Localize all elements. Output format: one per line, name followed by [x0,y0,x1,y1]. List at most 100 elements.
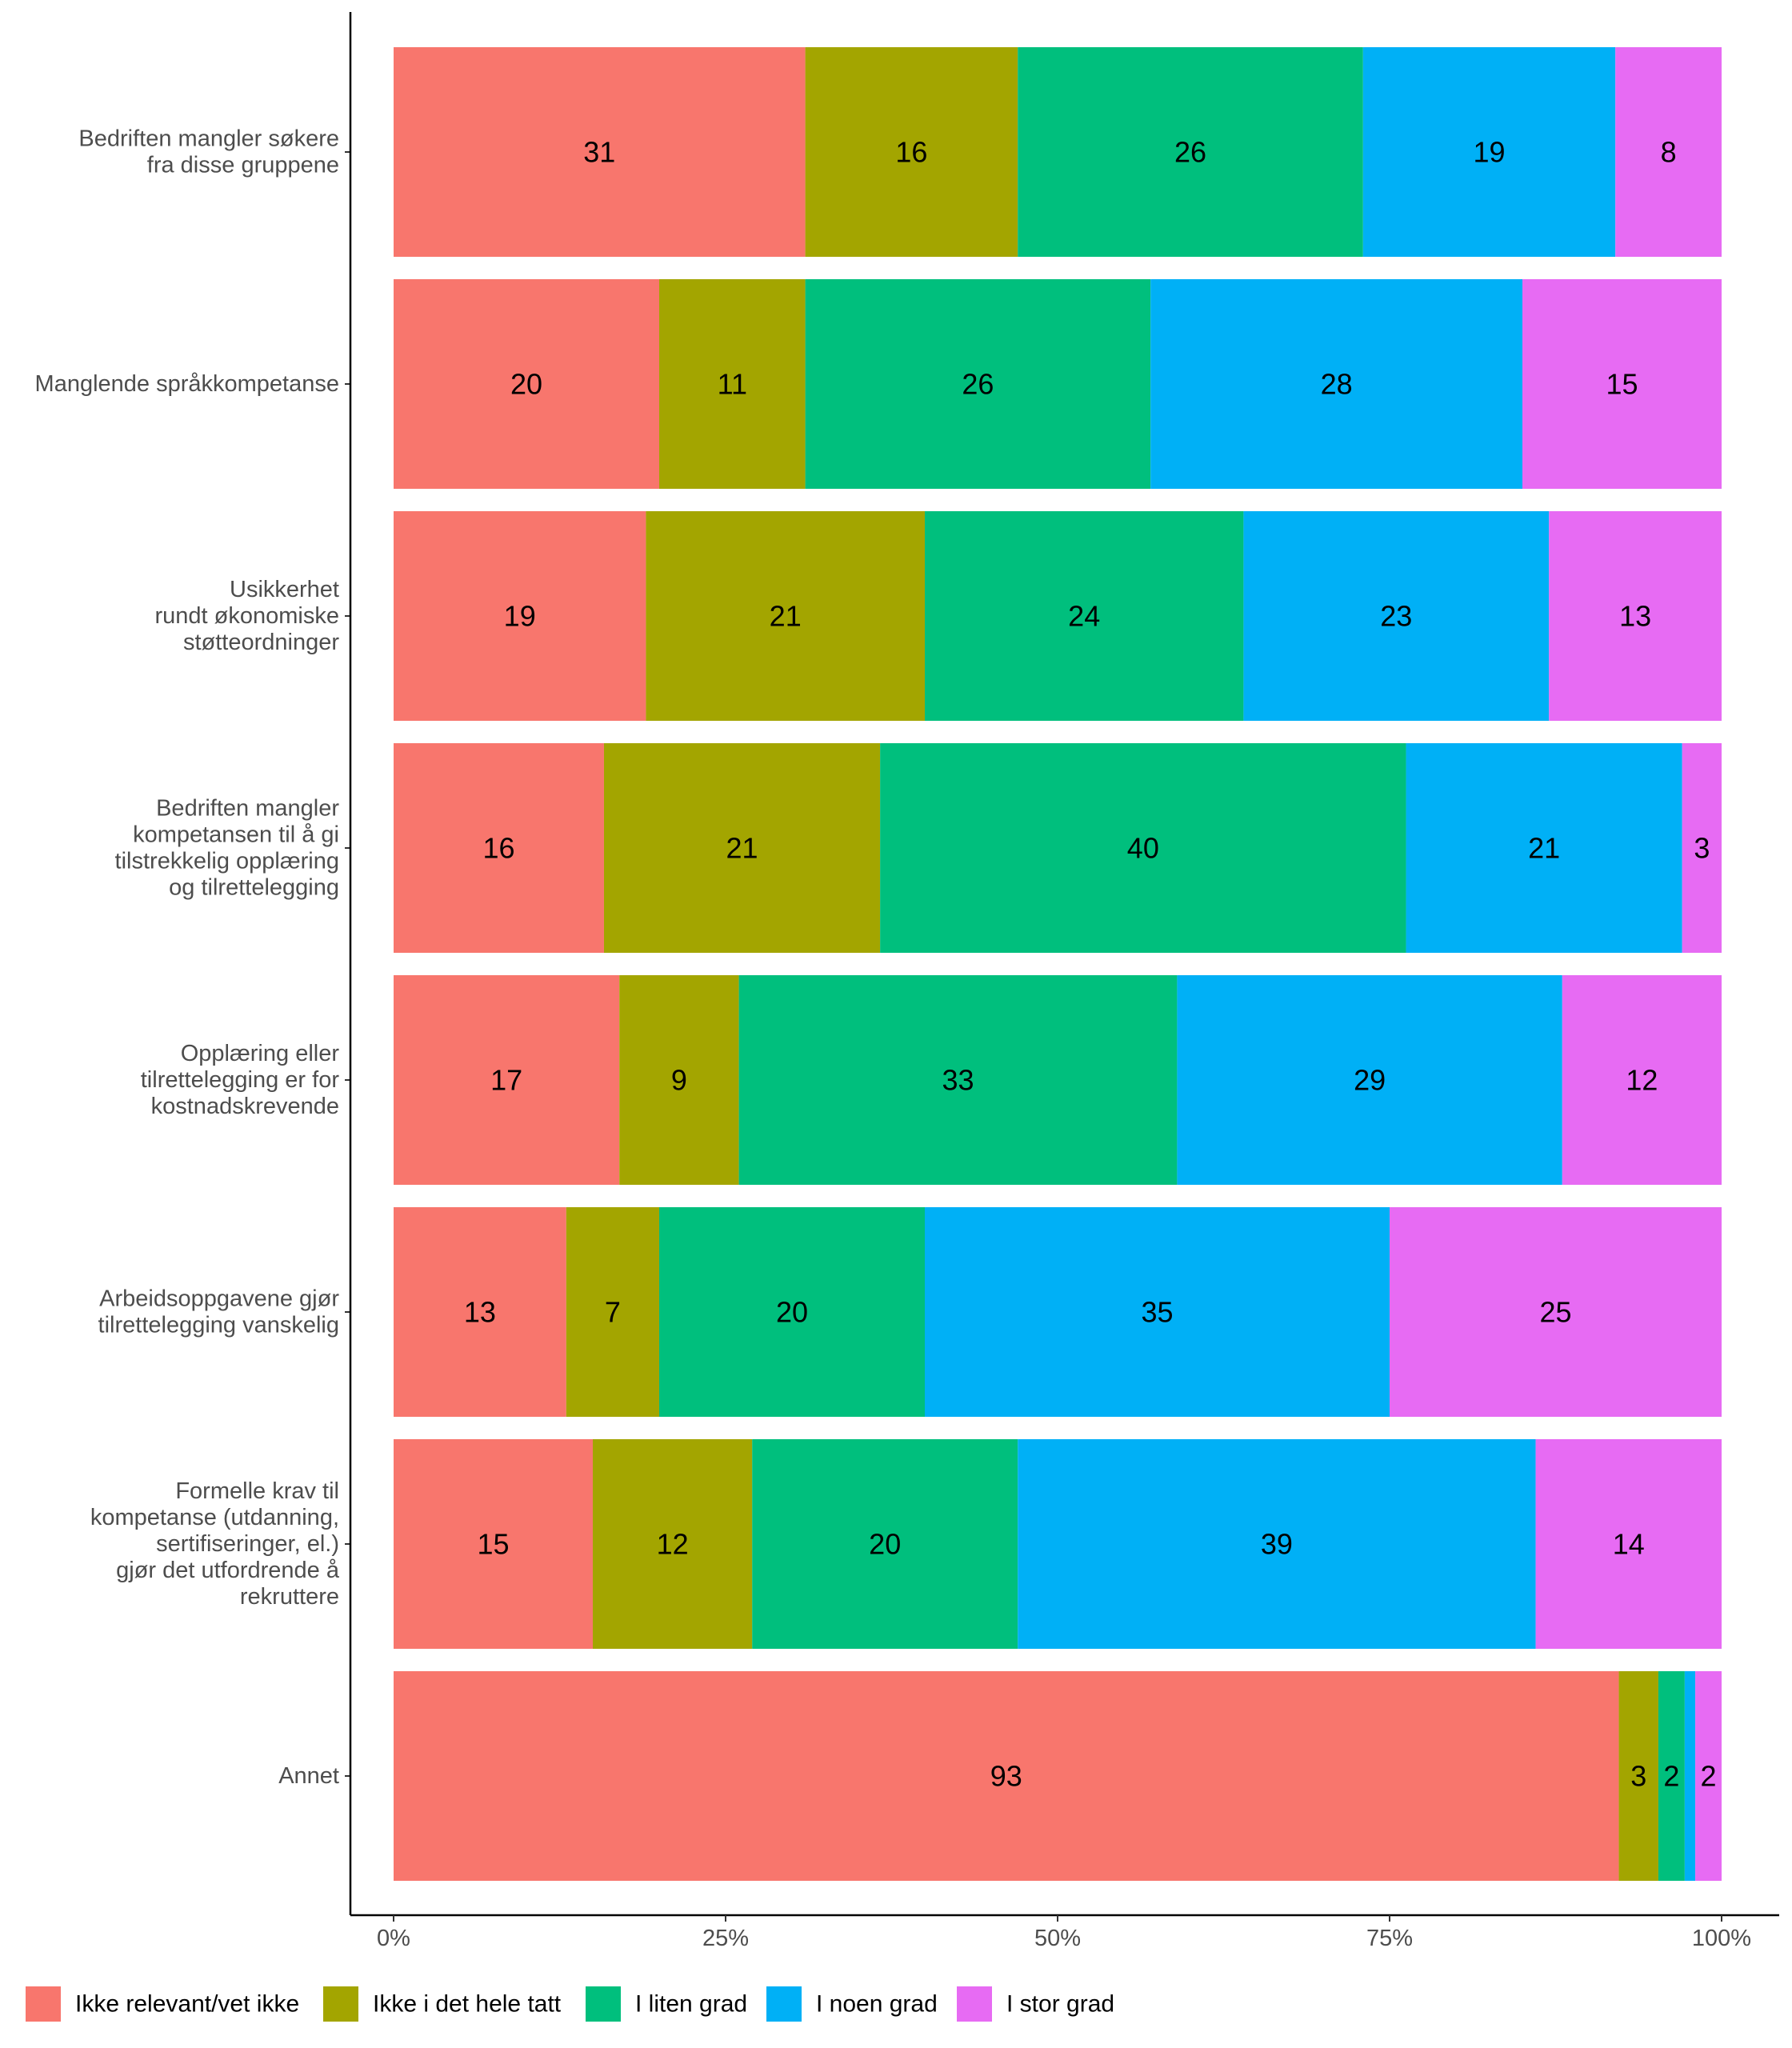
category-label: Formelle krav til kompetanse (utdanning, s… [90,1478,340,1610]
bar-3-i-liten-grad [880,743,1406,953]
bar-2-ikke-relevant-vet-ikke [394,511,646,721]
bar-value-label: 26 [962,368,994,401]
bar-value-label: 14 [1613,1528,1645,1561]
bar-value-label: 3 [1694,832,1710,865]
bar-3-i-stor-grad [1682,743,1722,953]
bar-7-i-stor-grad [1695,1671,1722,1881]
bar-value-label: 39 [1261,1528,1293,1561]
bar-7-ikke-relevant-vet-ikke [394,1671,1619,1881]
bar-4-ikke-relevant-vet-ikke [394,975,620,1185]
legend-swatch [323,1986,358,2022]
bar-0-i-stor-grad [1615,47,1722,257]
bar-value-label: 21 [1528,832,1560,865]
bar-7-ikke-i-det-hele-tatt [1618,1671,1658,1881]
bar-5-i-noen-grad [925,1207,1390,1417]
bar-value-label: 26 [1174,136,1206,169]
bar-value-label: 13 [1619,600,1651,633]
bar-4-i-noen-grad [1177,975,1562,1185]
bar-value-label: 13 [464,1296,496,1329]
legend-item-i-stor-grad: I stor grad [957,1986,1114,2022]
bar-value-label: 21 [770,600,802,633]
x-tick-label: 25% [702,1926,749,1951]
legend-item-i-noen-grad: I noen grad [766,1986,938,2022]
legend-swatch [957,1986,992,2022]
bar-value-label: 3 [1630,1760,1646,1793]
bar-4-ikke-i-det-hele-tatt [619,975,739,1185]
x-tick-label: 50% [1034,1926,1081,1951]
legend-swatch [26,1986,61,2022]
category-labels-layer: Bedriften mangler søkere fra disse gruppe… [35,126,340,1790]
category-label: Bedriften mangler søkere fra disse gruppe… [78,126,339,178]
x-tick-label: 0% [377,1926,410,1951]
bar-7-i-noen-grad [1684,1671,1696,1881]
bar-2-i-stor-grad [1549,511,1722,721]
bars-layer [394,47,1722,1881]
bar-value-label: 20 [869,1528,901,1561]
bar-value-label: 20 [776,1296,808,1329]
bar-value-label: 16 [482,832,514,865]
bar-4-i-stor-grad [1562,975,1722,1185]
legend-item-ikke-relevant-vet-ikke: Ikke relevant/vet ikke [26,1986,299,2022]
bar-value-label: 8 [1661,136,1677,169]
bar-1-ikke-i-det-hele-tatt [659,279,806,489]
legend-swatch [586,1986,621,2022]
bar-value-label: 12 [1626,1064,1658,1097]
category-label: Opplæring eller tilrettelegging er for kos… [141,1041,340,1119]
bar-5-i-stor-grad [1390,1207,1722,1417]
bar-3-ikke-relevant-vet-ikke [394,743,604,953]
bar-value-label: 2 [1663,1760,1679,1793]
bar-5-i-liten-grad [659,1207,925,1417]
bar-value-label: 29 [1354,1064,1386,1097]
legend-label: I noen grad [816,1991,938,2018]
axes-layer [345,12,1779,1917]
bar-6-i-noen-grad [1018,1439,1536,1649]
bar-3-i-noen-grad [1406,743,1682,953]
x-ticks-layer: 0% 25% 50% 75% 100% [377,1915,1751,1951]
legend-label: I stor grad [1006,1991,1114,2018]
x-tick-label: 75% [1366,1926,1413,1951]
bar-1-i-stor-grad [1522,279,1722,489]
bar-value-label: 23 [1380,600,1412,633]
bar-7-i-liten-grad [1658,1671,1685,1881]
category-label: Usikkerhet rundt økonomiske støtteordninge… [155,577,340,655]
bar-value-label: 24 [1068,600,1100,633]
bar-value-label: 35 [1141,1296,1173,1329]
bar-2-ikke-i-det-hele-tatt [646,511,925,721]
bar-6-i-liten-grad [752,1439,1018,1649]
category-label: Arbeidsoppgavene gjør tilrettelegging van… [98,1286,340,1338]
bar-6-i-stor-grad [1535,1439,1722,1649]
bar-value-label: 31 [583,136,615,169]
bar-value-label: 28 [1321,368,1353,401]
x-tick-label: 100% [1692,1926,1751,1951]
bar-3-ikke-i-det-hele-tatt [603,743,881,953]
bar-2-i-liten-grad [925,511,1244,721]
legend-item-i-liten-grad: I liten grad [586,1986,747,2022]
bar-value-label: 15 [1606,368,1638,401]
bar-value-label: 20 [510,368,542,401]
bar-value-label: 21 [726,832,758,865]
bar-value-label: 7 [605,1296,621,1329]
bar-value-label: 40 [1127,832,1159,865]
legend-swatch [766,1986,802,2022]
bar-value-label: 19 [1473,136,1505,169]
bar-5-ikke-relevant-vet-ikke [394,1207,566,1417]
bar-0-ikke-i-det-hele-tatt [805,47,1018,257]
legend-label: Ikke i det hele tatt [373,1991,562,2018]
legend-label: I liten grad [635,1991,747,2018]
bar-value-label: 33 [942,1064,974,1097]
bar-0-i-liten-grad [1018,47,1363,257]
category-label: Annet [278,1763,339,1789]
bar-value-label: 2 [1701,1760,1717,1793]
bar-value-label: 16 [895,136,927,169]
legend-item-ikke-i-det-hele-tatt: Ikke i det hele tatt [323,1986,562,2022]
category-label: Bedriften mangler kompetansen til å gi til… [115,796,340,901]
bar-4-i-liten-grad [738,975,1178,1185]
bar-0-i-noen-grad [1362,47,1616,257]
bar-value-label: 17 [490,1064,522,1097]
bar-value-label: 12 [657,1528,689,1561]
bar-value-label: 19 [504,600,536,633]
bar-value-label: 15 [477,1528,509,1561]
bar-1-i-liten-grad [805,279,1151,489]
